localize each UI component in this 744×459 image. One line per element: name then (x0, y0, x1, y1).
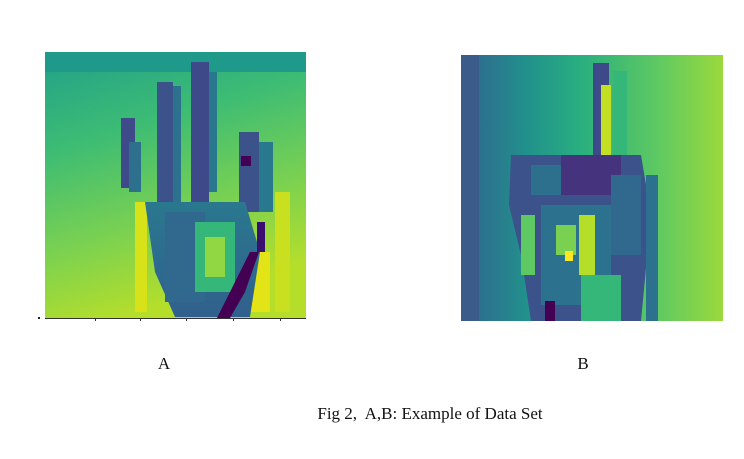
panel-a-axis-dot (38, 317, 40, 319)
panel-a-label: A (157, 354, 171, 373)
figure-caption: Fig 2, A,B: Example of Data Set (317, 404, 543, 423)
panel-b-hand-image (461, 55, 723, 321)
panel-a-image (45, 52, 306, 318)
panel-a-axis-tick (280, 318, 281, 321)
panel-a-axis-tick (186, 318, 187, 321)
panel-a-axis-line (45, 318, 306, 319)
panel-a-axis-tick (140, 318, 141, 321)
panel-a-axis-tick (95, 318, 96, 321)
panel-a-axis-tick (233, 318, 234, 321)
panel-b-image (461, 55, 723, 321)
panel-b-label: B (577, 354, 589, 373)
panel-a-hand-image (45, 52, 306, 318)
